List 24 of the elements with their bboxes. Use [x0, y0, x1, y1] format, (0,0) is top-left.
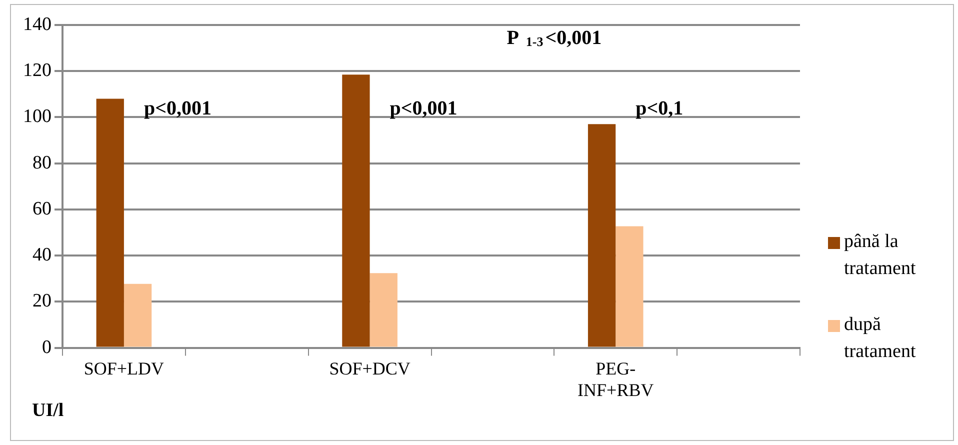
annotation: p<0,1 — [636, 97, 684, 120]
y-tick-label: 120 — [23, 60, 52, 82]
y-axis-title: UI/l — [32, 400, 64, 422]
y-tick-label: 100 — [23, 106, 52, 128]
y-tick-label: 60 — [32, 198, 52, 220]
x-tick-label: PEG-INF+RBV — [578, 358, 654, 400]
y-tick-label: 80 — [32, 152, 52, 174]
legend-label: până la tratament — [843, 230, 917, 281]
x-tick-label: SOF+DCV — [329, 358, 410, 378]
y-tick-label: 20 — [32, 290, 52, 312]
bar — [96, 98, 124, 347]
y-tick-label: 140 — [23, 14, 52, 35]
bar — [124, 284, 152, 347]
bar — [616, 226, 644, 347]
annotation: p<0,001 — [390, 97, 458, 120]
y-tick-label: 0 — [42, 336, 52, 358]
y-tick-label: 40 — [32, 244, 52, 266]
legend-label: după tratament — [843, 313, 917, 364]
annotation: P 1-3<0,001 — [506, 27, 602, 50]
bar — [342, 74, 370, 347]
bar — [588, 124, 616, 347]
bar — [370, 273, 398, 347]
annotation: p<0,001 — [144, 97, 212, 120]
x-tick-label: SOF+LDV — [84, 358, 164, 378]
